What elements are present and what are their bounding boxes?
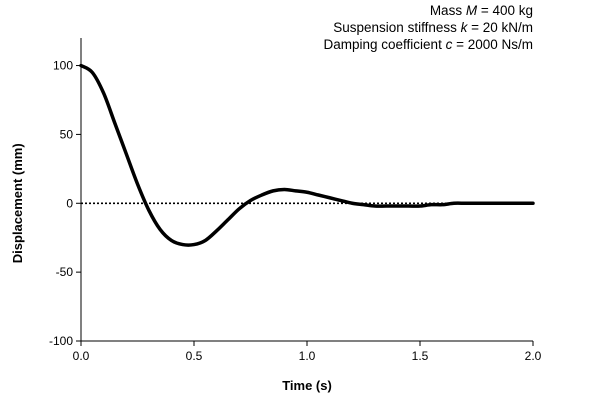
x-axis-title: Time (s) — [282, 378, 332, 393]
y-tick-label: -50 — [56, 265, 74, 279]
y-axis-title: Displacement (mm) — [10, 143, 25, 263]
annotation-value: = 400 kg — [477, 3, 533, 18]
x-tick-label: 1.5 — [412, 349, 429, 363]
y-tick-label: 0 — [66, 196, 73, 210]
y-tick-label: 50 — [60, 127, 74, 141]
x-tick-label: 0.0 — [73, 349, 90, 363]
y-tick-label: 100 — [53, 59, 73, 73]
x-tick-label: 2.0 — [525, 349, 542, 363]
annotation-prefix: Suspension stiffness — [333, 20, 460, 35]
x-tick-label: 0.5 — [186, 349, 203, 363]
annotation-variable: c — [446, 37, 453, 52]
series-line-displacement — [79, 63, 535, 247]
parameter-annotations: Mass M = 400 kg Suspension stiffness k = … — [324, 3, 534, 52]
annotation-prefix: Damping coefficient — [324, 37, 446, 52]
annotation-value: = 20 kN/m — [467, 20, 533, 35]
parameter-annotation: Damping coefficient c = 2000 Ns/m — [324, 37, 534, 52]
annotation-variable: k — [461, 20, 469, 35]
annotation-variable: M — [466, 3, 478, 18]
series-layer — [79, 63, 535, 247]
parameter-annotation: Mass M = 400 kg — [430, 3, 533, 18]
parameter-annotation: Suspension stiffness k = 20 kN/m — [333, 20, 533, 35]
chart-axes — [76, 38, 534, 346]
y-tick-label: -100 — [49, 334, 73, 348]
annotation-value: = 2000 Ns/m — [452, 37, 533, 52]
x-tick-label: 1.0 — [299, 349, 316, 363]
annotation-prefix: Mass — [430, 3, 466, 18]
